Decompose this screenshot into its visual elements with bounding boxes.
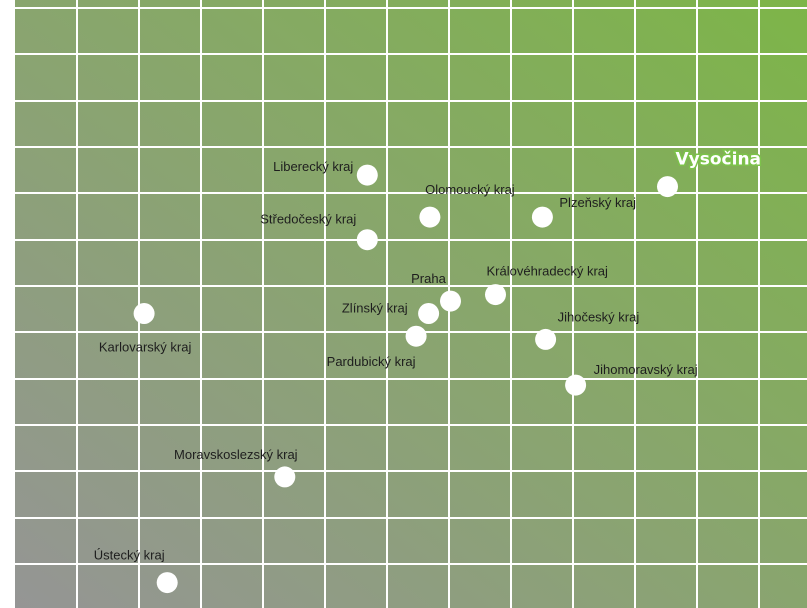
point-vysocina bbox=[657, 176, 678, 198]
label-kralovehradecky-kraj: Královéhradecký kraj bbox=[487, 264, 608, 279]
data-points bbox=[133, 164, 678, 594]
point-plzensky-kraj bbox=[531, 206, 553, 228]
point-zlinsky-kraj bbox=[418, 303, 440, 324]
point-jihomoravsky-kraj bbox=[565, 374, 587, 396]
label-vysocina: Vysočina bbox=[676, 150, 762, 170]
label-zlinsky-kraj: Zlínský kraj bbox=[342, 301, 408, 316]
gridlines bbox=[13, 0, 807, 608]
point-jihocesky-kraj bbox=[535, 328, 557, 350]
label-pardubicky-kraj: Pardubický kraj bbox=[327, 354, 416, 369]
label-jihomoravsky-kraj: Jihomoravský kraj bbox=[594, 362, 698, 377]
point-olomoucky-kraj bbox=[419, 206, 441, 228]
label-jihocesky-kraj: Jihočeský kraj bbox=[558, 309, 640, 324]
label-liberecky-kraj: Liberecký kraj bbox=[273, 159, 353, 174]
label-praha: Praha bbox=[411, 271, 446, 286]
point-ustecky-kraj bbox=[156, 572, 178, 594]
label-olomoucky-kraj: Olomoucký kraj bbox=[425, 182, 515, 197]
label-moravskoslezsky-kraj: Moravskoslezský kraj bbox=[174, 447, 298, 462]
point-moravskoslezsky-kraj bbox=[274, 466, 296, 488]
label-ustecky-kraj: Ústecký kraj bbox=[94, 548, 165, 563]
point-praha bbox=[440, 290, 461, 312]
label-karlovarsky-kraj: Karlovarský kraj bbox=[99, 340, 192, 355]
label-stredocesky-kraj: Středočeský kraj bbox=[260, 212, 356, 227]
point-karlovarsky-kraj bbox=[133, 303, 155, 324]
plot-background bbox=[14, 0, 807, 608]
label-plzensky-kraj: Plzeňský kraj bbox=[559, 195, 636, 210]
point-labels: Liberecký kraj Olomoucký kraj Plzeňský kra… bbox=[94, 148, 763, 563]
point-stredocesky-kraj bbox=[356, 229, 378, 251]
point-kralovehradecky-kraj bbox=[485, 284, 506, 306]
point-pardubicky-kraj bbox=[405, 325, 427, 347]
point-liberecky-kraj bbox=[356, 164, 378, 186]
